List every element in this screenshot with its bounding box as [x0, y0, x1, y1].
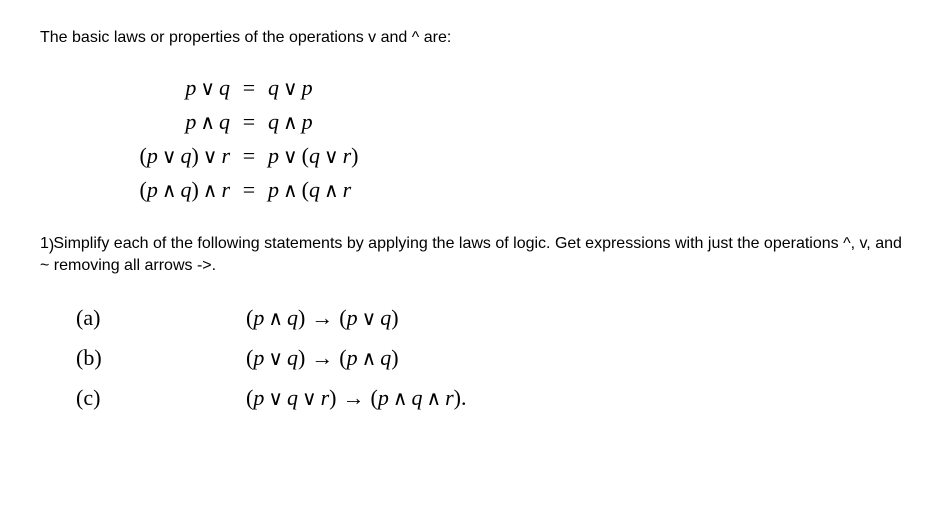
intro-text: The basic laws or properties of the oper…	[40, 28, 904, 49]
law-rhs: q∨p	[268, 71, 313, 105]
law-eq: =	[230, 71, 268, 105]
part-row: (a) (p∧q)→(p∨q)	[76, 298, 904, 338]
part-expression: (p∨q)→(p∧q)	[246, 338, 399, 378]
question-text: 1) Simplify each of the following statem…	[40, 233, 904, 276]
law-row: (p∨q)∨r = p∨(q∨r)	[80, 139, 904, 173]
law-row: p∧q = q∧p	[80, 105, 904, 139]
law-lhs: (p∧q)∧r	[80, 173, 230, 207]
part-expression: (p∧q)→(p∨q)	[246, 298, 399, 338]
part-label: (a)	[76, 298, 246, 338]
part-row: (b) (p∨q)→(p∧q)	[76, 338, 904, 378]
law-row: (p∧q)∧r = p∧(q∧r	[80, 173, 904, 207]
laws-block: p∨q = q∨p p∧q = q∧p (p∨q)∨r = p∨(q∨r) (p…	[80, 71, 904, 207]
part-row: (c) (p∨q∨r)→(p∧q∧r).	[76, 378, 904, 418]
law-eq: =	[230, 139, 268, 173]
part-expression: (p∨q∨r)→(p∧q∧r).	[246, 378, 467, 418]
law-rhs: p∧(q∧r	[268, 173, 351, 207]
question-number: 1	[40, 235, 49, 252]
law-rhs: q∧p	[268, 105, 313, 139]
law-rhs: p∨(q∨r)	[268, 139, 359, 173]
law-eq: =	[230, 105, 268, 139]
parts-block: (a) (p∧q)→(p∨q) (b) (p∨q)→(p∧q) (c) (p∨q…	[76, 298, 904, 417]
law-row: p∨q = q∨p	[80, 71, 904, 105]
law-lhs: (p∨q)∨r	[80, 139, 230, 173]
law-eq: =	[230, 173, 268, 207]
page-root: The basic laws or properties of the oper…	[0, 0, 944, 437]
part-label: (c)	[76, 378, 246, 418]
question-body: Simplify each of the following statement…	[40, 235, 902, 274]
law-lhs: p∧q	[80, 105, 230, 139]
part-label: (b)	[76, 338, 246, 378]
law-lhs: p∨q	[80, 71, 230, 105]
